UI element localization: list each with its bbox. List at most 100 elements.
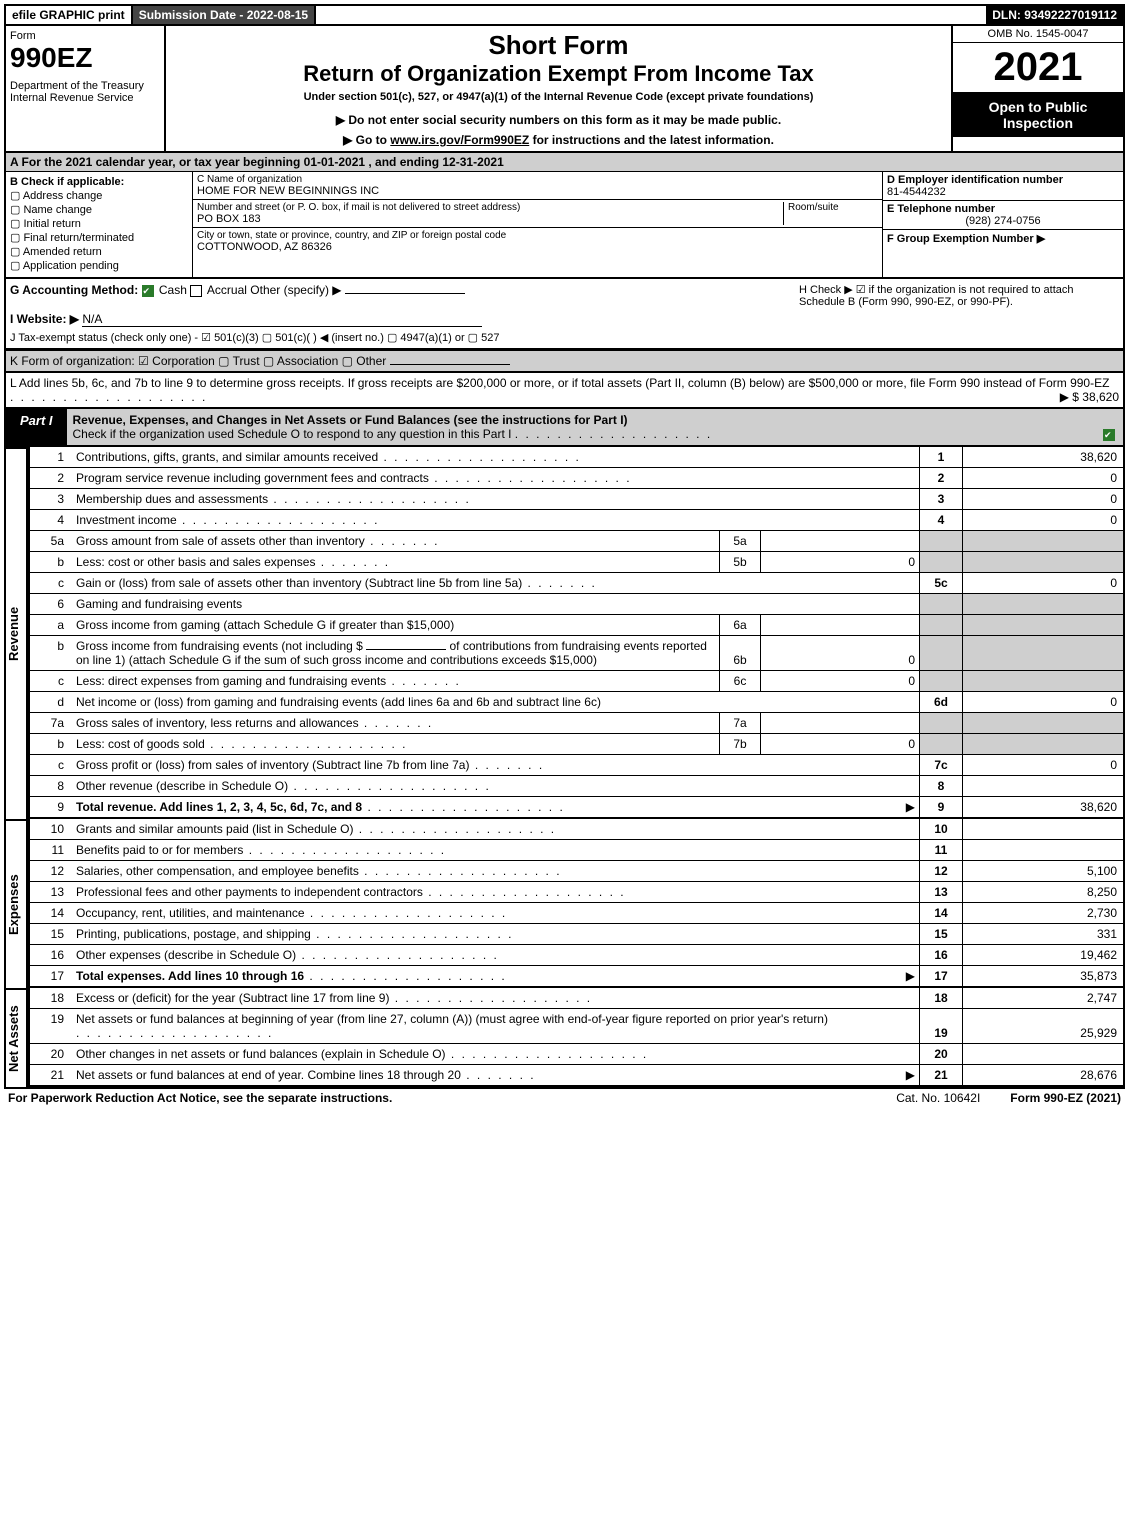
entity-block: B Check if applicable: Address change Na… (4, 172, 1125, 279)
expenses-table: 10Grants and similar amounts paid (list … (28, 819, 1125, 988)
row-g: G Accounting Method: Cash Accrual Other … (10, 283, 791, 308)
org-name-label: C Name of organization (197, 174, 878, 185)
chk-name-change[interactable]: Name change (10, 203, 188, 216)
line-6a: aGross income from gaming (attach Schedu… (29, 615, 1124, 636)
other-specify-field[interactable] (345, 293, 465, 294)
section-b: B Check if applicable: Address change Na… (6, 172, 193, 277)
part-i-title: Revenue, Expenses, and Changes in Net As… (73, 413, 628, 427)
row-k-form-of-org: K Form of organization: ☑ Corporation ▢ … (4, 349, 1125, 373)
line-16: 16Other expenses (describe in Schedule O… (29, 945, 1124, 966)
instructions-link[interactable]: www.irs.gov/Form990EZ (390, 133, 529, 147)
line-13: 13Professional fees and other payments t… (29, 882, 1124, 903)
room-suite-label: Room/suite (788, 202, 878, 213)
line-3: 3Membership dues and assessments30 (29, 489, 1124, 510)
line-17: 17Total expenses. Add lines 10 through 1… (29, 966, 1124, 988)
rows-g-h-i-j: G Accounting Method: Cash Accrual Other … (4, 279, 1125, 349)
link-suffix: for instructions and the latest informat… (529, 133, 774, 147)
part-i-tab: Part I (6, 409, 67, 445)
header-right: OMB No. 1545-0047 2021 Open to Public In… (953, 26, 1123, 151)
line-12: 12Salaries, other compensation, and empl… (29, 861, 1124, 882)
chk-address-change[interactable]: Address change (10, 189, 188, 202)
side-label-revenue: Revenue (4, 447, 28, 819)
row-k-text: K Form of organization: ☑ Corporation ▢ … (10, 354, 386, 368)
section-d-e-f: D Employer identification number 81-4544… (883, 172, 1123, 277)
telephone-label: E Telephone number (887, 203, 995, 215)
topbar-spacer (316, 6, 986, 24)
line-6c: cLess: direct expenses from gaming and f… (29, 671, 1124, 692)
line-4: 4Investment income40 (29, 510, 1124, 531)
net-assets-table: 18Excess or (deficit) for the year (Subt… (28, 988, 1125, 1087)
row-l-amount: ▶ $ 38,620 (1060, 390, 1119, 404)
line-5b: bLess: cost or other basis and sales exp… (29, 552, 1124, 573)
line-19: 19Net assets or fund balances at beginni… (29, 1009, 1124, 1044)
expenses-section: Expenses 10Grants and similar amounts pa… (4, 819, 1125, 988)
dots-icon (10, 390, 207, 404)
line-7c: cGross profit or (loss) from sales of in… (29, 755, 1124, 776)
row-k-other-field[interactable] (390, 364, 510, 365)
telephone-value: (928) 274-0756 (887, 215, 1119, 227)
dots-icon (515, 427, 712, 441)
footer-right: Form 990-EZ (2021) (1010, 1091, 1121, 1105)
chk-amended-return[interactable]: Amended return (10, 245, 188, 258)
line-7b: bLess: cost of goods sold7b0 (29, 734, 1124, 755)
part-i-header: Part I Revenue, Expenses, and Changes in… (4, 408, 1125, 447)
line-6d: dNet income or (loss) from gaming and fu… (29, 692, 1124, 713)
line-8: 8Other revenue (describe in Schedule O)8 (29, 776, 1124, 797)
chk-accrual[interactable] (190, 285, 202, 297)
short-form-title: Short Form (170, 30, 947, 61)
group-exemption-label: F Group Exemption Number ▶ (887, 233, 1045, 245)
header-left: Form 990EZ Department of the Treasury In… (6, 26, 166, 151)
footer-left: For Paperwork Reduction Act Notice, see … (8, 1091, 866, 1105)
other-specify-label: Other (specify) ▶ (250, 283, 341, 297)
section-a-tax-year: A For the 2021 calendar year, or tax yea… (4, 153, 1125, 172)
tax-year: 2021 (953, 43, 1123, 93)
side-label-expenses: Expenses (4, 819, 28, 988)
net-assets-section: Net Assets 18Excess or (deficit) for the… (4, 988, 1125, 1087)
section-c: C Name of organization HOME FOR NEW BEGI… (193, 172, 883, 277)
arrow-icon: ▶ (906, 800, 915, 814)
section-b-label: B Check if applicable: (10, 176, 124, 188)
section-a-text: A For the 2021 calendar year, or tax yea… (10, 155, 504, 169)
page-footer: For Paperwork Reduction Act Notice, see … (4, 1087, 1125, 1107)
ssn-warning: ▶ Do not enter social security numbers o… (170, 113, 947, 127)
website-value: N/A (82, 312, 482, 327)
form-subtitle: Under section 501(c), 527, or 4947(a)(1)… (170, 91, 947, 103)
city-label: City or town, state or province, country… (197, 230, 878, 241)
chk-schedule-o-part-i[interactable] (1103, 429, 1115, 441)
line-15: 15Printing, publications, postage, and s… (29, 924, 1124, 945)
revenue-section: Revenue 1Contributions, gifts, grants, a… (4, 447, 1125, 819)
chk-initial-return[interactable]: Initial return (10, 217, 188, 230)
line-20: 20Other changes in net assets or fund ba… (29, 1044, 1124, 1065)
form-word: Form (10, 30, 160, 42)
street-value: PO BOX 183 (197, 213, 783, 225)
chk-application-pending[interactable]: Application pending (10, 259, 188, 272)
efile-label[interactable]: efile GRAPHIC print (6, 6, 133, 24)
part-i-desc: Revenue, Expenses, and Changes in Net As… (67, 409, 1123, 445)
line-9: 9Total revenue. Add lines 1, 2, 3, 4, 5c… (29, 797, 1124, 819)
link-prefix: ▶ Go to (343, 133, 390, 147)
line-5c: cGain or (loss) from sale of assets othe… (29, 573, 1124, 594)
cash-label: Cash (159, 283, 187, 297)
chk-final-return[interactable]: Final return/terminated (10, 231, 188, 244)
accrual-label: Accrual (207, 283, 247, 297)
line-1: 1Contributions, gifts, grants, and simil… (29, 447, 1124, 468)
footer-center: Cat. No. 10642I (866, 1091, 1010, 1105)
department-label: Department of the Treasury Internal Reve… (10, 80, 160, 104)
top-bar: efile GRAPHIC print Submission Date - 20… (4, 4, 1125, 26)
row-j-tax-exempt: J Tax-exempt status (check only one) - ☑… (10, 331, 499, 344)
chk-cash[interactable] (142, 285, 154, 297)
website-label: I Website: ▶ (10, 312, 79, 326)
dln-label: DLN: 93492227019112 (986, 6, 1123, 24)
city-value: COTTONWOOD, AZ 86326 (197, 241, 878, 253)
revenue-table: 1Contributions, gifts, grants, and simil… (28, 447, 1125, 819)
row-l-text: L Add lines 5b, 6c, and 7b to line 9 to … (10, 376, 1109, 390)
line-5a: 5aGross amount from sale of assets other… (29, 531, 1124, 552)
arrow-icon: ▶ (906, 969, 915, 983)
omb-number: OMB No. 1545-0047 (953, 26, 1123, 43)
line-6: 6Gaming and fundraising events (29, 594, 1124, 615)
instructions-link-row: ▶ Go to www.irs.gov/Form990EZ for instru… (170, 133, 947, 147)
header-center: Short Form Return of Organization Exempt… (166, 26, 953, 151)
part-i-sub: Check if the organization used Schedule … (73, 427, 512, 441)
accounting-method-label: G Accounting Method: (10, 283, 138, 297)
ein-label: D Employer identification number (887, 174, 1063, 186)
